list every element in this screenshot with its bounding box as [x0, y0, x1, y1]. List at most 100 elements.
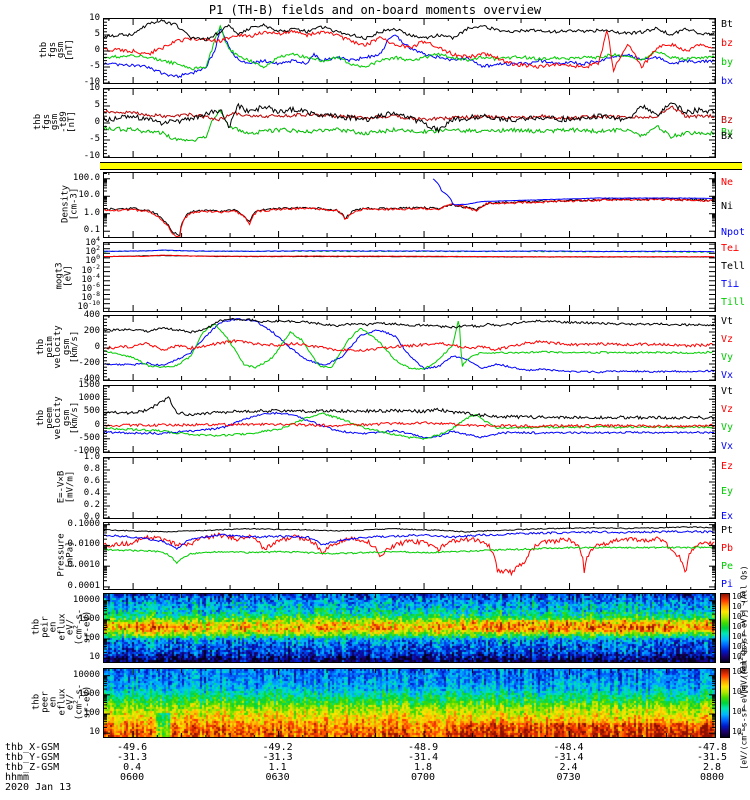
y-tick-label: 500: [83, 406, 100, 417]
series-Pe: [104, 546, 715, 565]
legend-label-Ez: Ez: [721, 461, 734, 472]
y-tick-label: 0.0001: [67, 580, 100, 591]
y-tick-label: 10-6: [81, 280, 100, 294]
legend-label-Vy: Vy: [721, 422, 734, 433]
ylabel-line: [nT]: [64, 39, 75, 61]
ylabel-line: [km/s]: [69, 401, 80, 435]
series-Vy: [104, 320, 715, 370]
panel-ion-spectrogram: [103, 593, 716, 663]
y-tick-label: 0: [94, 117, 100, 127]
y-tick-label: 5: [94, 29, 100, 39]
temperature-plot: [104, 243, 715, 311]
y-tick-label: 10-10: [77, 299, 100, 313]
legend-label-Till: Till: [721, 297, 746, 308]
y-tick-label: 10: [89, 727, 100, 738]
axis-value: 2.4: [559, 762, 578, 773]
legend-label-Vy: Vy: [721, 352, 734, 363]
series-Vx: [104, 318, 715, 374]
ylabel-line: [cm-3]: [69, 187, 79, 221]
y-tick-label: 1.0: [83, 452, 100, 462]
legend-label-Vt: Vt: [721, 386, 734, 397]
series-Ni: [104, 197, 715, 237]
y-tick-label: 0: [94, 342, 100, 352]
legend-label-Bx: Bx: [721, 131, 734, 142]
axis-value: -31.5: [696, 752, 728, 763]
y-tick-label: 10000: [72, 594, 100, 605]
series-Vt: [104, 317, 715, 334]
panel-fgs-gsm-t89: [103, 88, 716, 158]
colorbar-tick-label: 103: [732, 639, 746, 651]
y-tick-label: 10: [89, 652, 100, 663]
y-tick-label: -5: [89, 61, 100, 71]
series-Bt: [104, 19, 715, 42]
axis-value: -48.9: [407, 742, 439, 753]
axis-value: -47.8: [696, 742, 728, 753]
y-tick-label: 104: [85, 235, 100, 249]
y-tick-label: 10000: [72, 669, 100, 680]
axis-value: 0700: [411, 772, 436, 783]
legend-label-Ti: Ti⊥: [721, 279, 740, 290]
y-tick-label: 0.6: [83, 476, 100, 486]
legend-label-Pt: Pt: [721, 525, 734, 536]
axis-value: -49.6: [117, 742, 148, 753]
legend-label-Ne: Ne: [721, 177, 734, 188]
y-tick-label: 1000: [78, 613, 100, 624]
legend-label-Te: Te⊥: [721, 243, 740, 254]
y-tick-label: 10-8: [81, 290, 100, 304]
ylabel-line: sr-eV): [82, 610, 93, 644]
legend-label-by: by: [721, 57, 734, 68]
axis-value: -48.4: [553, 742, 584, 753]
series-Bx: [104, 102, 715, 134]
y-tick-label: 400: [83, 310, 100, 320]
pressure-ylabel: Pressure [nPa]: [57, 533, 76, 576]
legend-label-Pe: Pe: [721, 561, 734, 572]
fgs-gsm-field-plot: [104, 19, 715, 83]
axis-value: -31.3: [117, 752, 148, 763]
ylabel-line: [nPa]: [65, 541, 75, 569]
y-tick-label: -10: [83, 151, 100, 161]
y-tick-label: -1000: [72, 446, 100, 456]
panel-fgs-gsm: [103, 18, 716, 84]
ion-energy-spectrogram-canvas: [104, 594, 715, 662]
y-tick-label: 1.0: [83, 207, 100, 218]
density-plot: [104, 173, 715, 237]
efield-vxb-ylabel: E=-V×B [mV/m]: [57, 470, 76, 504]
legend-label-By: By: [721, 127, 734, 138]
series-Pt: [104, 526, 715, 533]
colorbar-tick-label: 107: [732, 599, 746, 611]
y-tick-label: 100: [83, 633, 100, 643]
axis-value: 0.4: [123, 762, 142, 773]
axis-value: 0730: [556, 772, 581, 783]
legend-label-Vz: Vz: [721, 404, 734, 415]
colorbar-tick-label: 102: [732, 649, 746, 661]
y-tick-label: 0.8: [83, 464, 100, 474]
panel-density: [103, 172, 716, 238]
colorbar-tick-label: 108: [732, 589, 746, 601]
efield-vxb-plot: [104, 458, 715, 518]
axis-value: -31.4: [407, 752, 439, 763]
axis-value: 2.8: [702, 762, 722, 773]
colorbar-tick-label: 108: [732, 664, 746, 676]
axis-value: -49.2: [262, 742, 293, 753]
legend-label-Pb: Pb: [721, 543, 734, 554]
y-tick-label: 1000: [78, 393, 100, 404]
axis-value: 0600: [120, 772, 145, 783]
y-tick-label: 1500: [78, 380, 100, 390]
y-tick-label: 10: [89, 13, 100, 23]
y-tick-label: 5: [94, 100, 100, 110]
series-Pi: [104, 530, 715, 550]
y-tick-label: -10: [83, 77, 100, 87]
ylabel-line: [mV/m]: [65, 470, 75, 504]
page-title: P1 (TH-B) fields and on-board moments ov…: [208, 3, 542, 17]
axis-value: -31.3: [262, 752, 293, 763]
colorbar-tick-label: 105: [732, 619, 746, 631]
y-tick-label: 0.1000: [67, 518, 100, 529]
y-tick-label: 0: [94, 45, 100, 55]
y-tick-label: 0.4: [83, 488, 100, 498]
series-Vt: [104, 396, 715, 420]
electron-energy-spectrogram-plot: [104, 669, 715, 737]
legend-label-Tell: Tell: [721, 261, 746, 272]
y-tick-label: 10-2: [81, 262, 100, 276]
axis-value: 1.1: [268, 762, 287, 773]
colorbar-tick-label: 106: [732, 609, 746, 621]
